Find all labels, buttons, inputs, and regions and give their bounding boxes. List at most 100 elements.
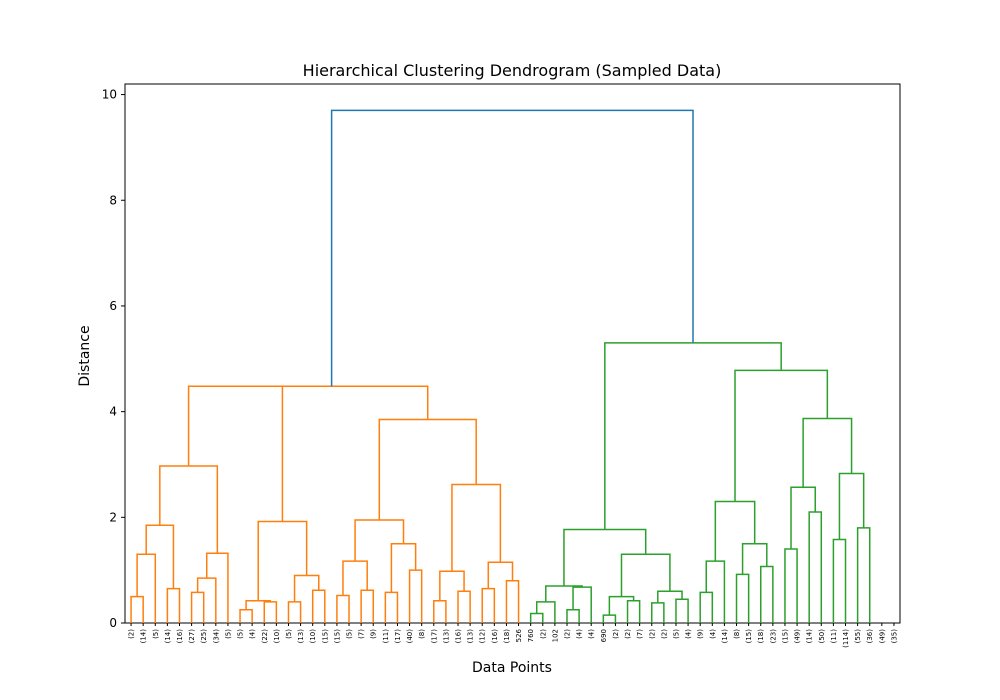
leaf-label: (7) xyxy=(636,629,644,639)
dendrogram-link-19 xyxy=(384,591,399,623)
leaf-label: (5) xyxy=(346,629,354,639)
leaf-label: (25) xyxy=(200,629,208,644)
dendrogram-link-22 xyxy=(354,519,405,562)
dendrogram-link-26 xyxy=(481,587,496,623)
leaf-label: (5) xyxy=(152,629,160,639)
leaf-label: (2) xyxy=(624,629,632,639)
leaf-label: (5) xyxy=(672,629,680,639)
dendrogram-link-34 xyxy=(566,609,580,623)
dendrogram-link-7 xyxy=(159,465,219,554)
dendrogram-link-41 xyxy=(675,598,689,623)
leaf-label: (49) xyxy=(794,629,802,644)
dendrogram-link-53 xyxy=(790,486,816,550)
dendrogram-link-58 xyxy=(734,369,829,502)
dendrogram-links xyxy=(130,109,871,623)
leaf-label: (15) xyxy=(321,629,329,644)
leaf-label: (12) xyxy=(479,629,487,644)
leaf-label: (2) xyxy=(648,629,656,639)
leaf-label: (9) xyxy=(697,629,705,639)
dendrogram-link-42 xyxy=(657,590,683,603)
dendrogram-link-29 xyxy=(451,483,502,572)
leaf-label: (2) xyxy=(660,629,668,639)
dendrogram-link-38 xyxy=(626,600,641,623)
dendrogram-link-27 xyxy=(505,579,520,623)
plot-area xyxy=(124,83,901,624)
y-axis: 0 2 4 6 8 10 xyxy=(102,88,125,630)
leaf-label: (16) xyxy=(455,629,463,644)
dendrogram-link-55 xyxy=(856,527,871,623)
leaf-label: (4) xyxy=(685,629,693,639)
dendrogram-link-32 xyxy=(529,612,544,623)
dendrogram-link-17 xyxy=(360,589,374,623)
dendrogram-link-31 xyxy=(235,385,429,420)
dendrogram-link-20 xyxy=(408,569,423,623)
leaf-label: (40) xyxy=(406,629,414,644)
leaf-label: (14) xyxy=(721,629,729,644)
dendrogram-link-51 xyxy=(784,548,798,623)
leaf-label: (16) xyxy=(176,629,184,644)
dendrogram-link-40 xyxy=(651,602,665,623)
dendrogram-link-4 xyxy=(190,591,205,623)
y-axis-label: Distance xyxy=(77,325,93,386)
leaf-label: (4) xyxy=(576,629,584,639)
dendrogram-link-1 xyxy=(136,553,157,623)
leaf-label: (11) xyxy=(830,629,838,644)
leaf-label: (10) xyxy=(273,629,281,644)
leaf-label: (18) xyxy=(503,629,511,644)
y-tick-label: 0 xyxy=(109,616,117,630)
leaf-label: (9) xyxy=(370,629,378,639)
leaf-label: (22) xyxy=(261,629,269,644)
dendrogram-link-13 xyxy=(293,574,320,602)
leaf-label: (15) xyxy=(745,629,753,644)
dendrogram-link-28 xyxy=(487,561,514,589)
dendrogram-link-52 xyxy=(808,511,823,623)
leaf-label: (55) xyxy=(854,629,862,644)
dendrogram-link-54 xyxy=(832,538,847,623)
leaf-label: (50) xyxy=(818,629,826,644)
dendrogram-link-36 xyxy=(545,585,583,602)
leaf-label: (13) xyxy=(442,629,450,644)
dendrogram-link-18 xyxy=(342,560,368,596)
leaf-label: (5) xyxy=(285,629,293,639)
leaf-label: (4) xyxy=(249,629,257,639)
leaf-label: (23) xyxy=(769,629,777,644)
dendrogram-link-48 xyxy=(759,565,774,623)
leaf-label: (15) xyxy=(781,629,789,644)
leaf-label: (13) xyxy=(297,629,305,644)
leaf-label: (17) xyxy=(394,629,402,644)
leaf-label: (35) xyxy=(890,629,898,644)
dendrogram-link-21 xyxy=(390,542,417,593)
leaf-label: (11) xyxy=(382,629,390,644)
dendrogram-link-49 xyxy=(741,542,768,575)
leaf-label: 102 xyxy=(551,629,559,642)
dendrogram-link-23 xyxy=(433,600,447,623)
dendrogram-link-43 xyxy=(620,553,671,597)
dendrogram-link-30 xyxy=(378,418,477,520)
y-tick-label: 2 xyxy=(109,510,117,524)
leaf-label: (2) xyxy=(539,629,547,639)
leaf-label: (114) xyxy=(842,629,850,648)
dendrogram-link-8 xyxy=(239,609,253,623)
dendrogram-link-25 xyxy=(439,570,465,601)
dendrogram-link-44 xyxy=(563,528,647,587)
leaf-label: 690 xyxy=(600,629,608,642)
dendrogram-link-0 xyxy=(130,595,144,623)
leaf-label: (5) xyxy=(224,629,232,639)
dendrogram-link-15 xyxy=(187,385,284,522)
leaf-label: (2) xyxy=(128,629,136,639)
y-tick-label: 4 xyxy=(109,405,117,419)
dendrogram-link-2 xyxy=(166,587,181,623)
dendrogram-link-60 xyxy=(330,109,694,387)
dendrogram-link-56 xyxy=(838,472,865,540)
leaf-label: (10) xyxy=(309,629,317,644)
dendrogram-link-6 xyxy=(205,552,229,623)
leaf-label: (2) xyxy=(563,629,571,639)
leaf-label: (34) xyxy=(212,629,220,644)
y-tick-label: 6 xyxy=(109,299,117,313)
x-axis: (2) (14) (5) (14) (16) (27) (25) (34) (5) (5) (4) (… xyxy=(128,623,898,648)
leaf-label: (14) xyxy=(140,629,148,644)
dendrogram-link-57 xyxy=(802,417,853,488)
dendrogram-link-3 xyxy=(145,524,175,589)
dendrogram-link-50 xyxy=(714,500,756,562)
